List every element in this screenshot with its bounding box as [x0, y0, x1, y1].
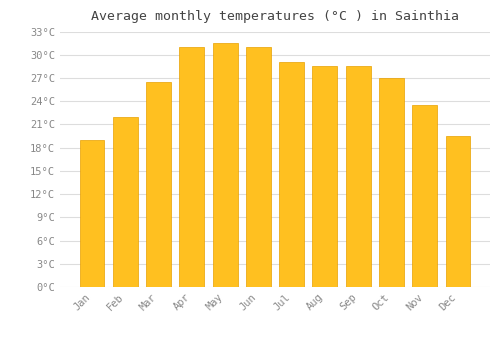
- Bar: [80, 140, 104, 287]
- Bar: [412, 105, 437, 287]
- Bar: [212, 43, 238, 287]
- Bar: [113, 117, 138, 287]
- Bar: [279, 62, 304, 287]
- Bar: [312, 66, 338, 287]
- Bar: [180, 47, 204, 287]
- Bar: [379, 78, 404, 287]
- Bar: [346, 66, 370, 287]
- Bar: [446, 136, 470, 287]
- Title: Average monthly temperatures (°C ) in Sainthia: Average monthly temperatures (°C ) in Sa…: [91, 10, 459, 23]
- Bar: [246, 47, 271, 287]
- Bar: [146, 82, 171, 287]
